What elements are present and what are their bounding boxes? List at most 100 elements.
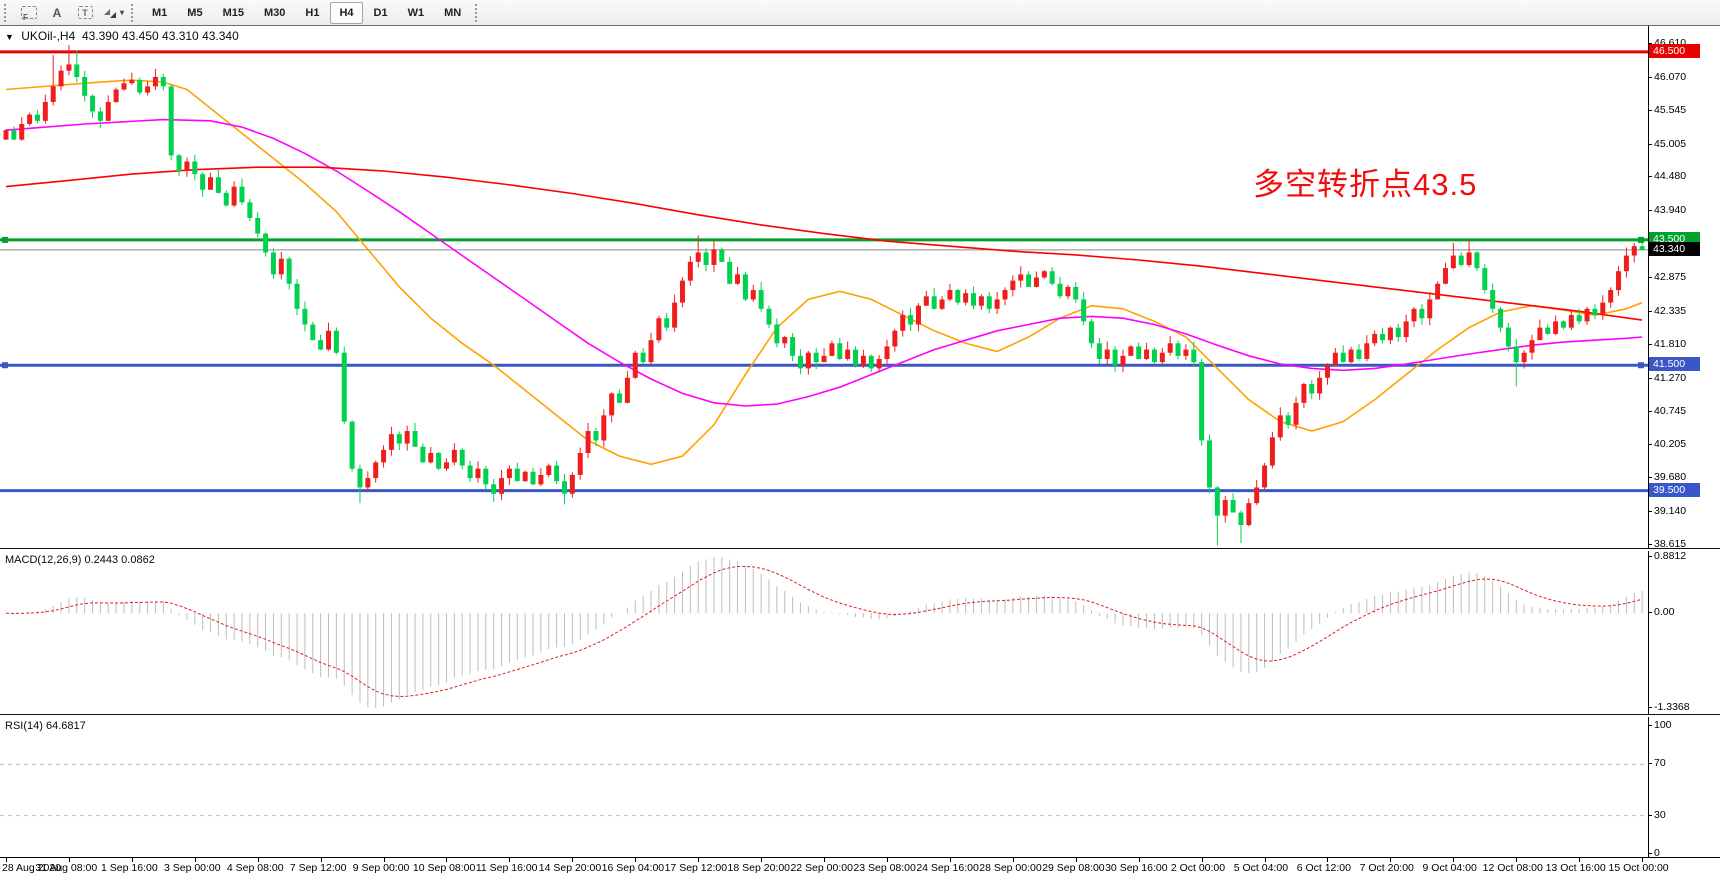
candle bbox=[1513, 346, 1519, 363]
timeframe-button-h4[interactable]: H4 bbox=[330, 1, 363, 24]
candle bbox=[1010, 280, 1016, 291]
timeframe-button-m5[interactable]: M5 bbox=[187, 6, 203, 19]
collapse-triangle-icon[interactable]: ▼ bbox=[5, 32, 14, 42]
timeframe-button-w1[interactable]: W1 bbox=[407, 6, 425, 19]
candle bbox=[1348, 349, 1354, 363]
candle bbox=[687, 261, 693, 281]
chart-annotation-text[interactable]: 多空转折点43.5 bbox=[1253, 167, 1478, 202]
x-axis-label: 1 Sep 16:00 bbox=[101, 862, 158, 874]
candle bbox=[1073, 286, 1079, 300]
rsi-chart[interactable] bbox=[0, 717, 1649, 857]
price-axis-label: 43.940 bbox=[1648, 204, 1716, 217]
dropdown-caret-icon[interactable]: ▾ bbox=[120, 8, 125, 17]
timeframe-button-m1[interactable]: M1 bbox=[152, 6, 168, 19]
crosshair-f-icon[interactable]: F bbox=[18, 3, 40, 23]
candle bbox=[208, 177, 214, 190]
candle bbox=[1419, 308, 1425, 319]
candle bbox=[1411, 308, 1417, 322]
double-arrow-icon bbox=[104, 8, 116, 18]
candle bbox=[829, 343, 835, 356]
hline-handle[interactable] bbox=[1638, 236, 1644, 243]
candle bbox=[1159, 352, 1165, 363]
candle bbox=[1206, 440, 1212, 488]
candle bbox=[1136, 346, 1142, 359]
candle bbox=[333, 330, 339, 353]
candlestick-chart[interactable] bbox=[0, 26, 1649, 549]
price-chart-panel[interactable]: ▼ UKOil-,H4 43.390 43.450 43.310 43.340 … bbox=[0, 25, 1720, 549]
text-box-icon[interactable]: T bbox=[74, 3, 96, 23]
text-label-icon[interactable]: A bbox=[52, 5, 62, 20]
date-tick bbox=[68, 858, 70, 862]
candle bbox=[475, 468, 481, 479]
date-tick bbox=[320, 858, 322, 862]
candle bbox=[656, 318, 662, 341]
price-axis-label: 41.270 bbox=[1648, 372, 1716, 385]
x-axis-label: 12 Oct 08:00 bbox=[1482, 862, 1543, 874]
candle bbox=[428, 452, 434, 463]
candle bbox=[1081, 299, 1087, 322]
candle bbox=[978, 296, 984, 306]
candle bbox=[1026, 274, 1032, 287]
price-axis-label: 45.005 bbox=[1648, 138, 1716, 151]
candle bbox=[105, 102, 111, 121]
candle bbox=[1395, 327, 1401, 338]
rsi-panel[interactable]: RSI(14) 64.6817 bbox=[0, 717, 1720, 857]
candle bbox=[97, 111, 103, 121]
x-axis-label: 4 Sep 08:00 bbox=[226, 862, 284, 874]
x-axis-label: 6 Oct 12:00 bbox=[1296, 862, 1351, 874]
candle bbox=[412, 431, 418, 447]
x-axis-label: 29 Sep 08:00 bbox=[1042, 862, 1105, 874]
candle bbox=[121, 83, 127, 90]
price-axis-label: 42.335 bbox=[1648, 305, 1716, 318]
candle bbox=[113, 89, 119, 103]
x-axis-label: 5 Oct 04:00 bbox=[1233, 862, 1289, 874]
chart-header[interactable]: ▼ UKOil-,H4 43.390 43.450 43.310 43.340 bbox=[5, 29, 239, 43]
candle bbox=[797, 355, 803, 369]
candle bbox=[1576, 315, 1582, 322]
candle bbox=[365, 478, 371, 488]
timeframe-button-mn[interactable]: MN bbox=[444, 6, 462, 19]
candle bbox=[1057, 283, 1063, 297]
candle bbox=[1458, 255, 1464, 265]
toolbar-grip[interactable] bbox=[4, 3, 11, 22]
horizontal-lines[interactable] bbox=[0, 50, 1648, 493]
candle bbox=[1332, 352, 1338, 366]
candle bbox=[1364, 343, 1370, 359]
date-tick bbox=[1012, 858, 1014, 862]
date-tick bbox=[383, 858, 385, 862]
candle bbox=[766, 308, 772, 325]
ohlc-values: 43.390 43.450 43.310 43.340 bbox=[81, 29, 239, 43]
macd-chart[interactable] bbox=[0, 551, 1649, 714]
x-axis-label: 13 Oct 16:00 bbox=[1545, 862, 1606, 874]
candle bbox=[74, 64, 80, 77]
timeframe-button-m30[interactable]: M30 bbox=[263, 6, 286, 19]
date-axis[interactable] bbox=[0, 857, 1720, 893]
macd-histogram bbox=[13, 557, 1643, 708]
candle bbox=[624, 377, 630, 403]
timeframe-button-d1[interactable]: D1 bbox=[373, 6, 388, 19]
candle bbox=[58, 70, 64, 87]
hline-handle[interactable] bbox=[1638, 362, 1644, 369]
candle bbox=[648, 340, 654, 363]
candle bbox=[892, 330, 898, 347]
rsi-axis-label: 30 bbox=[1648, 809, 1716, 822]
candle bbox=[381, 449, 387, 463]
timeframe-button-h1[interactable]: H1 bbox=[305, 6, 320, 19]
candle bbox=[1340, 352, 1346, 363]
hline-handle[interactable] bbox=[2, 362, 8, 369]
candle bbox=[1631, 246, 1637, 256]
candle bbox=[577, 452, 583, 475]
hline-handle[interactable] bbox=[2, 236, 8, 243]
timeframe-button-m15[interactable]: M15 bbox=[222, 6, 244, 19]
candle bbox=[318, 340, 324, 350]
arrows-tool-icon[interactable]: ▾ bbox=[102, 3, 124, 23]
macd-panel[interactable]: MACD(12,26,9) 0.2443 0.0862 bbox=[0, 551, 1720, 714]
price-axis-label: 46.070 bbox=[1648, 71, 1716, 84]
toolbar-grip-2[interactable] bbox=[131, 3, 138, 22]
candle bbox=[735, 274, 741, 284]
toolbar-grip-3[interactable] bbox=[475, 3, 482, 22]
candle bbox=[585, 431, 591, 453]
candle bbox=[499, 478, 505, 494]
candle bbox=[459, 449, 465, 466]
toolbar: F A T ▾ M1 M5 M15 M30 H1 H4 D1 W1 MN bbox=[0, 0, 1720, 26]
